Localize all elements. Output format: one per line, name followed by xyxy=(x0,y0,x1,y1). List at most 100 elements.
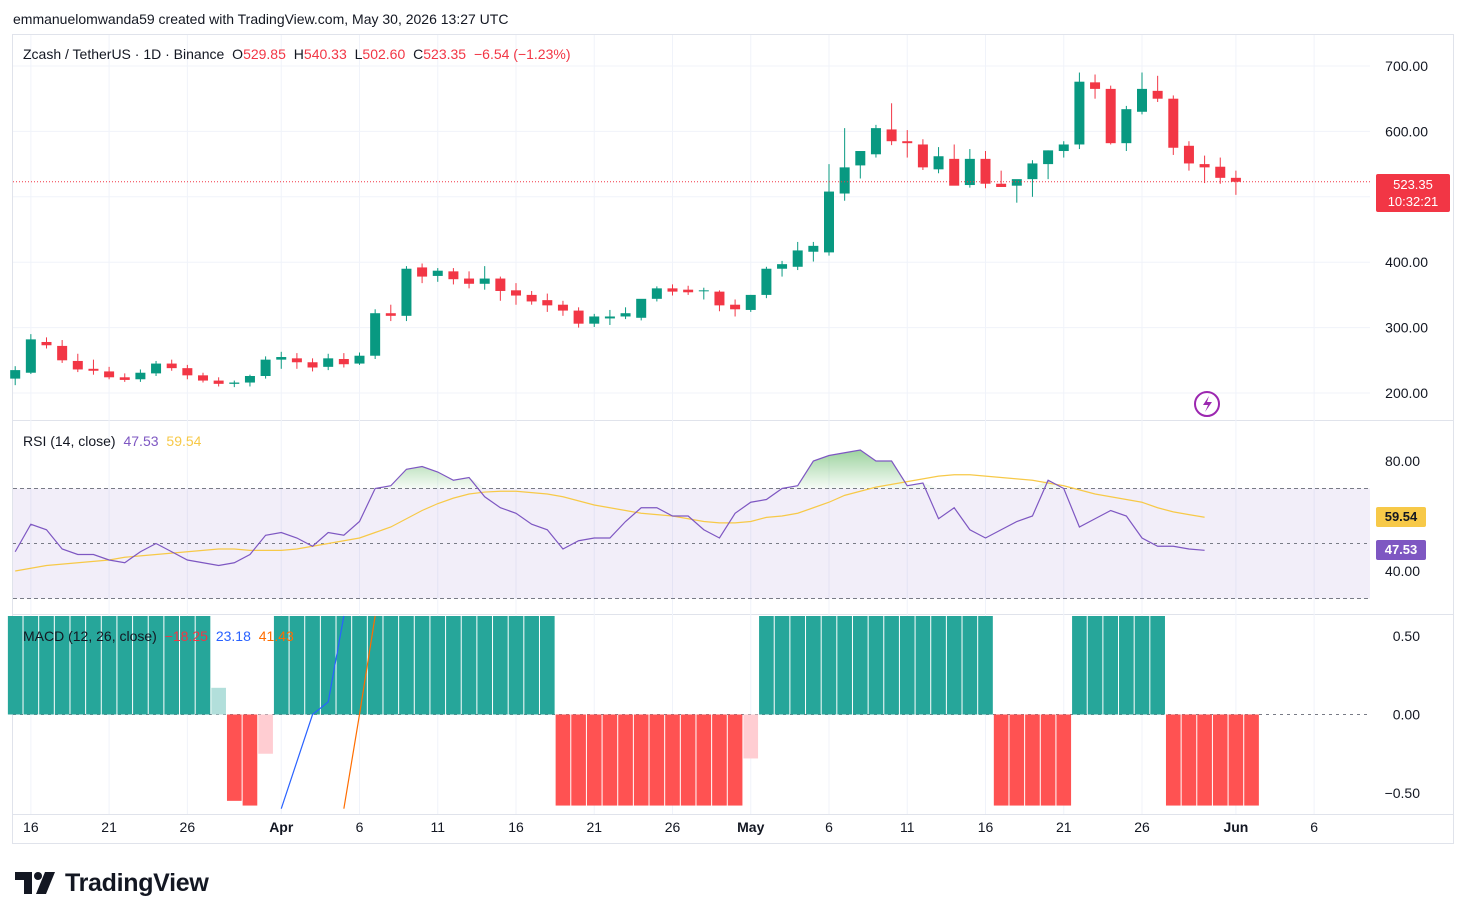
rsi-tag: 47.53 xyxy=(1376,540,1426,560)
macd-hist-bar xyxy=(868,616,884,715)
macd-hist-bar xyxy=(571,714,586,806)
candle-body xyxy=(542,300,553,306)
close-label: C xyxy=(413,46,424,62)
candle xyxy=(1027,160,1038,197)
candle-body xyxy=(385,313,396,316)
candle-body xyxy=(855,151,866,166)
candle-body xyxy=(824,191,834,253)
macd-hist-bar xyxy=(430,616,446,715)
macd-hist-bar xyxy=(1040,714,1056,806)
macd-hist-bar xyxy=(7,616,23,715)
macd-hist-bar xyxy=(618,714,633,806)
candle xyxy=(260,356,271,379)
candle xyxy=(432,268,443,282)
candle xyxy=(870,124,881,158)
candle-body xyxy=(57,345,68,361)
macd-hist-bar xyxy=(1056,714,1072,806)
candle xyxy=(104,366,115,380)
candle xyxy=(839,128,850,201)
candle xyxy=(1168,95,1179,155)
candle-body xyxy=(1230,177,1241,182)
macd-hist-bar xyxy=(414,616,430,715)
price-legend: Zcash / TetherUS · 1D · Binance O529.85 … xyxy=(23,46,575,62)
macd-label[interactable]: MACD (12, 26, close) xyxy=(23,628,157,644)
x-tick-label: 6 xyxy=(356,819,364,835)
rsi-label[interactable]: RSI (14, close) xyxy=(23,433,116,449)
macd-hist-bar xyxy=(931,616,946,715)
candle xyxy=(41,337,52,349)
macd-hist-bar xyxy=(696,714,712,806)
macd-hist-bar xyxy=(759,616,774,715)
candle xyxy=(589,313,600,327)
candle-body xyxy=(761,268,772,295)
x-tick-label: Jun xyxy=(1223,819,1248,835)
macd-hist-bar xyxy=(1197,714,1212,806)
tradingview-logo[interactable]: TradingView xyxy=(15,868,209,898)
macd-hist-bar xyxy=(226,714,242,801)
rsi-value: 47.53 xyxy=(123,433,159,449)
candle-body xyxy=(198,375,208,381)
candle-body xyxy=(323,358,334,367)
candle xyxy=(417,263,428,284)
macd-hist-bar xyxy=(117,616,133,715)
macd-hist-bar xyxy=(993,714,1009,806)
candle xyxy=(1199,155,1210,184)
candle xyxy=(479,266,490,290)
macd-hist-bar xyxy=(367,616,383,715)
candle-body xyxy=(792,250,803,267)
macd-hist-bar xyxy=(1025,714,1040,806)
candle-body xyxy=(964,158,975,186)
candle-body xyxy=(1199,164,1210,168)
candle xyxy=(1137,72,1147,115)
open-label: O xyxy=(232,46,244,62)
macd-hist-bar xyxy=(649,714,665,806)
macd-hist-bar xyxy=(1072,616,1087,715)
candle-body xyxy=(917,144,928,168)
rsi-ma-tag: 59.54 xyxy=(1376,507,1426,527)
candle xyxy=(1121,105,1132,152)
candle-body xyxy=(151,363,162,374)
candle-body xyxy=(213,380,224,384)
candle-body xyxy=(182,368,193,376)
rsi-ma-value: 59.54 xyxy=(166,433,202,449)
candle xyxy=(604,309,615,325)
candle xyxy=(213,377,224,387)
candle-body xyxy=(604,316,615,319)
candle-body xyxy=(745,294,756,310)
macd-hist-bar xyxy=(915,616,931,715)
candle-body xyxy=(41,341,52,346)
macd-hist-bar xyxy=(493,616,508,715)
candle xyxy=(385,304,396,322)
macd-hist-bar xyxy=(774,616,790,715)
lightning-icon xyxy=(1194,391,1220,417)
candle-body xyxy=(104,371,115,378)
macd-signal-line xyxy=(343,615,376,809)
macd-hist-bar xyxy=(195,616,211,715)
macd-hist-bar xyxy=(743,714,759,759)
candle xyxy=(1090,74,1101,99)
macd-hist-value: −18.25 xyxy=(164,628,208,644)
macd-hist-bar xyxy=(555,714,571,806)
candle-body xyxy=(573,310,584,324)
candle-body xyxy=(667,288,678,292)
macd-hist-bar xyxy=(978,616,993,715)
macd-hist-bar xyxy=(586,714,602,806)
candle xyxy=(573,307,584,328)
macd-line-value: 23.18 xyxy=(215,628,251,644)
macd-hist-bar xyxy=(461,616,477,715)
candle xyxy=(808,241,819,262)
macd-hist-bar xyxy=(477,616,493,715)
macd-hist-bar xyxy=(320,616,336,715)
candle xyxy=(683,285,694,295)
candle xyxy=(166,359,177,371)
symbol-label[interactable]: Zcash / TetherUS · 1D · Binance xyxy=(23,46,225,62)
candle xyxy=(917,139,928,170)
macd-hist-bar xyxy=(680,714,696,806)
candle xyxy=(1074,72,1085,150)
x-tick-label: Apr xyxy=(269,819,294,835)
candle-body xyxy=(980,158,991,184)
candle xyxy=(526,290,537,305)
low-label: L xyxy=(354,46,363,62)
candle-body xyxy=(25,339,36,373)
